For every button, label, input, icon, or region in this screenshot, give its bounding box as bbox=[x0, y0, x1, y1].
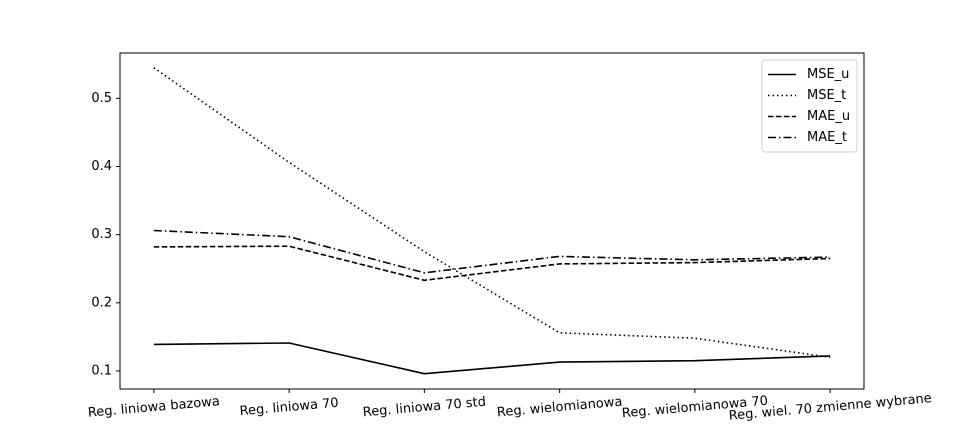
legend-label: MSE_t bbox=[807, 88, 846, 103]
series-layer bbox=[153, 67, 831, 375]
x-tick-label: Reg. wielomianowa bbox=[496, 395, 623, 421]
legend-box bbox=[761, 59, 858, 153]
y-tick-label: 0.1 bbox=[91, 363, 112, 378]
x-tick-label: Reg. liniowa bazowa bbox=[87, 394, 220, 420]
y-axis: 0.1 0.2 0.3 0.4 0.5 bbox=[91, 91, 120, 378]
series-line-mae-t bbox=[153, 229, 831, 274]
plot-frame bbox=[119, 52, 865, 390]
y-tick-label: 0.5 bbox=[91, 91, 112, 106]
series-line-mse-t bbox=[153, 67, 831, 359]
legend-label: MAE_t bbox=[807, 130, 847, 145]
legend: MSE_u MSE_t MAE_u MAE_t bbox=[761, 59, 858, 153]
series-line-mae-u bbox=[153, 245, 831, 282]
x-tick-label: Reg. liniowa 70 std bbox=[362, 395, 486, 421]
y-tick-label: 0.2 bbox=[91, 295, 112, 310]
y-tick-label: 0.3 bbox=[91, 227, 112, 242]
x-axis: Reg. liniowa bazowa Reg. liniowa 70 Reg. l… bbox=[87, 389, 932, 424]
x-tick-label: Reg. liniowa 70 bbox=[239, 396, 339, 420]
legend-label: MSE_u bbox=[807, 67, 849, 82]
y-tick-label: 0.4 bbox=[91, 159, 112, 174]
legend-label: MAE_u bbox=[807, 109, 850, 124]
series-line-mse-u bbox=[153, 342, 831, 375]
plot-area bbox=[120, 53, 864, 389]
